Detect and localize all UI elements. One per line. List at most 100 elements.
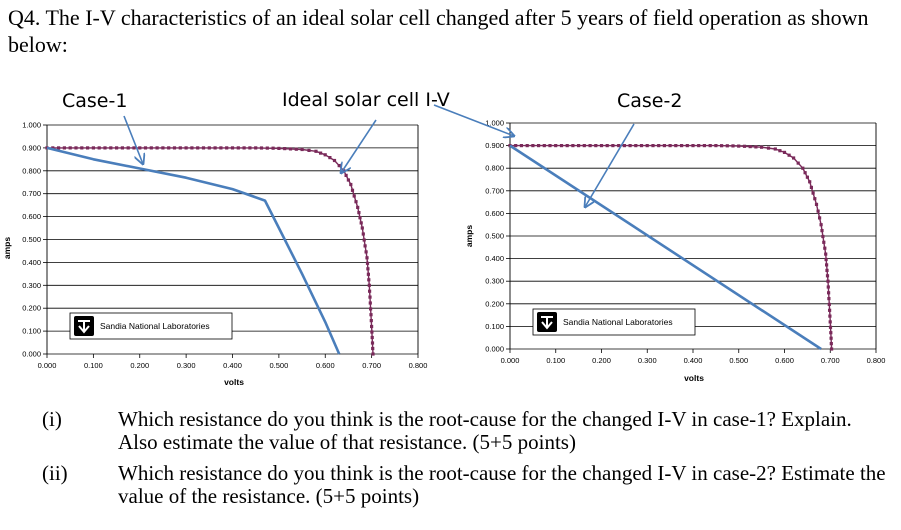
ideal-data-point [828,325,833,329]
ideal-data-point [611,144,615,148]
y-tick-label: 0.700 [485,186,504,195]
ideal-data-point [62,146,66,150]
ideal-data-point [359,221,363,225]
ideal-data-point [74,146,78,150]
ideal-data-point [365,261,370,265]
y-tick-label: 0.600 [485,209,504,218]
ideal-data-point [814,202,819,206]
item-2-text: Which resistance do you think is the roo… [118,461,886,508]
x-tick-label: 0.700 [362,361,381,370]
x-tick-label: 0.700 [821,356,840,365]
ideal-data-point [820,229,824,233]
ideal-data-point [86,146,90,150]
y-tick-label: 0.900 [485,141,504,150]
item-1-number: (i) [42,407,62,431]
ideal-data-point [825,268,829,272]
y-tick-label: 0.700 [22,189,41,198]
ideal-data-point [773,147,777,151]
ideal-data-point [337,164,341,168]
y-tick-label: 0.200 [485,299,504,308]
ideal-data-point [588,144,592,148]
ideal-data-point [829,342,833,346]
ideal-data-point [265,146,269,150]
ideal-data-point [236,146,240,150]
x-axis-label: volts [684,373,704,383]
ideal-data-point [582,144,586,148]
ideal-data-point [577,144,581,148]
ideal-data-point [172,146,177,150]
ideal-data-point [184,146,188,150]
ideal-data-point [219,146,223,150]
ideal-data-point [143,146,148,150]
ideal-data-point [531,144,535,148]
ideal-data-point [680,144,684,148]
ideal-data-point [651,144,655,148]
ideal-data-point [803,171,807,175]
ideal-data-point [809,185,813,189]
ideal-data-point [818,216,822,220]
ideal-data-point [201,146,206,150]
ideal-data-point [332,158,337,163]
sandia-thunderbird-icon [541,316,553,330]
x-tick-label: 0.300 [638,356,657,365]
ideal-label: Ideal solar cell I-V [282,89,450,111]
ideal-data-point [366,272,370,276]
ideal-data-point [109,146,113,150]
chart-case-1: 0.000 0.100 0.200 0.300 0.400 0.500 0.600 0.700… [2,121,427,388]
ideal-data-point [796,161,800,165]
ideal-data-point [323,153,327,157]
ideal-data-point [370,341,375,345]
x-tick-label: 0.100 [84,361,103,370]
ideal-data-point [349,182,353,187]
ideal-data-point [827,297,831,301]
ideal-data-point [708,144,712,148]
ideal-data-point [354,200,358,204]
ideal-data-point [685,144,689,148]
ideal-data-point [519,144,523,148]
ideal-data-point [822,240,826,244]
ideal-data-point [367,278,371,282]
ideal-data-point [367,283,371,287]
ideal-data-point [225,146,229,150]
y-tick-label: 0.300 [22,281,41,290]
ideal-data-point [356,205,360,209]
question-text: Q4. The I-V characteristics of an ideal … [8,5,869,57]
ideal-data-point [714,144,718,148]
ideal-data-point [645,144,649,148]
y-tick-label: 0.300 [485,277,504,286]
y-tick-label: 0.000 [485,345,504,354]
ideal-data-point [548,144,552,148]
ideal-data-point [68,146,72,150]
ideal-data-point [571,144,575,148]
ideal-data-point [782,150,787,154]
ideal-data-point [328,156,332,160]
ideal-data-point [346,178,350,182]
ideal-data-point [537,144,541,148]
y-axis-label: amps [464,225,474,247]
chart-case-2: 0.000 0.100 0.200 0.300 0.400 0.500 0.600 0.700… [464,119,885,384]
y-tick-label: 0.400 [22,258,41,267]
ideal-data-point [825,274,830,278]
ideal-data-point [155,146,159,150]
ideal-data-point [823,246,827,250]
ideal-data-point [787,153,791,157]
ideal-data-point [363,244,367,248]
y-tick-label: 0.600 [22,212,41,221]
ideal-data-point [167,146,171,150]
ideal-data-point [813,197,817,201]
x-tick-label: 0.400 [684,356,703,365]
ideal-data-point [254,146,258,150]
case-1-arrow [123,115,143,164]
ideal-data-point [370,324,374,329]
case-2-label: Case-2 [617,90,682,112]
ideal-data-point [230,146,235,150]
ideal-data-point [525,144,529,148]
ideal-data-point [368,295,372,299]
ideal-data-point [825,263,829,267]
ideal-data-point [161,146,165,150]
ideal-data-point [824,257,828,262]
ideal-data-point [594,144,598,148]
ideal-data-point [554,144,558,148]
item-1-text: Which resistance do you think is the roo… [118,407,852,454]
ideal-data-point [294,147,298,151]
